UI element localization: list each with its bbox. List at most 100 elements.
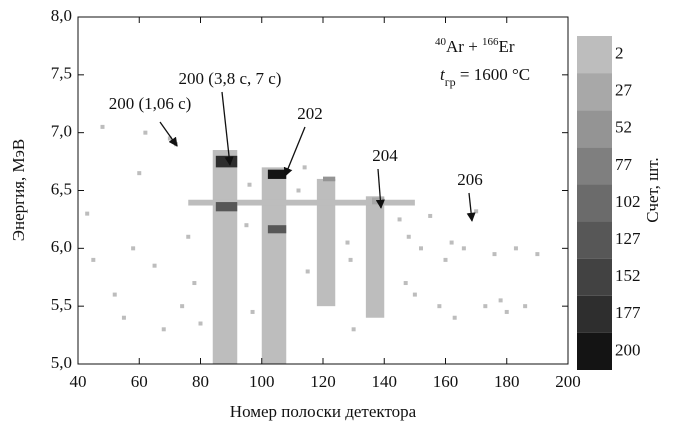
colorbar-tick-label: 27 <box>615 81 633 100</box>
temp-symbol: t <box>440 65 446 84</box>
noise-dot <box>419 246 423 251</box>
noise-dot <box>85 211 90 216</box>
noise-dot <box>498 298 503 303</box>
noise-dot <box>244 223 249 228</box>
noise-dot <box>112 292 117 297</box>
noise-dot <box>403 281 408 286</box>
heat-cell <box>215 155 238 168</box>
colorbar-band <box>577 110 612 148</box>
noise-dot <box>428 213 433 218</box>
colorbar-band <box>577 332 612 370</box>
x-tick-label: 60 <box>131 372 148 391</box>
heat-cell <box>316 178 336 307</box>
colorbar-band <box>577 295 612 333</box>
noise-dot <box>351 327 356 332</box>
noise-dot <box>131 246 136 251</box>
colorbar-band <box>577 258 612 296</box>
heat-cell <box>267 225 287 234</box>
noise-dot <box>348 257 353 262</box>
colorbar-band <box>577 221 612 259</box>
heat-cell <box>323 176 336 182</box>
colorbar-band <box>577 147 612 185</box>
noise-dot <box>523 304 528 309</box>
y-tick-label: 6,5 <box>51 179 72 198</box>
colorbar-band <box>577 36 612 74</box>
heat-cell <box>188 199 415 206</box>
heatmap <box>85 124 540 364</box>
heat-cell <box>212 150 238 364</box>
colorbar-band <box>577 73 612 111</box>
x-tick-label: 120 <box>310 372 336 391</box>
noise-dot <box>443 257 448 262</box>
temperature: tгр = 1600 °C <box>440 65 530 89</box>
element: Ar + <box>446 37 482 56</box>
noise-dot <box>437 304 442 309</box>
x-tick-label: 160 <box>433 372 459 391</box>
x-tick-label: 200 <box>555 372 581 391</box>
heat-cell <box>215 202 238 212</box>
noise-dot <box>452 315 457 320</box>
noise-dot <box>296 188 301 193</box>
mass-number: 166 <box>482 36 499 48</box>
noise-dot <box>406 234 411 239</box>
noise-dot <box>305 269 310 274</box>
colorbar: 2 27 52 77 102 127 152 177 200 <box>577 36 641 370</box>
noise-dot <box>474 209 479 214</box>
noise-dot <box>250 309 255 314</box>
noise-dot <box>461 246 466 251</box>
noise-dot <box>152 263 157 268</box>
noise-dot <box>186 234 191 239</box>
colorbar-tick-label: 77 <box>615 155 633 174</box>
colorbar-tick-label: 52 <box>615 118 632 137</box>
annotation: 200 (3,8 с, 7 с) <box>179 69 282 88</box>
noise-dot <box>192 281 197 286</box>
noise-dot <box>121 315 126 320</box>
annotation-arrow <box>466 192 476 222</box>
annotation: 200 (1,06 с) <box>109 94 192 113</box>
colorbar-tick-label: 200 <box>615 340 641 359</box>
x-tick-label: 80 <box>192 372 209 391</box>
x-axis-label: Номер полоски детектора <box>230 402 417 421</box>
temp-value: = 1600 °C <box>456 65 530 84</box>
noise-dot <box>137 171 142 176</box>
noise-dot <box>161 327 166 332</box>
annotation: 202 <box>297 104 323 123</box>
y-tick-label: 6,0 <box>51 237 72 256</box>
colorbar-band <box>577 184 612 222</box>
annotation-arrow <box>159 121 178 147</box>
annotation: 204 <box>372 146 398 165</box>
noise-dot <box>247 182 252 187</box>
noise-dot <box>91 257 96 262</box>
noise-dot <box>180 304 185 309</box>
heat-cell <box>267 169 287 179</box>
temp-subscript: гр <box>445 75 456 89</box>
x-tick-label: 180 <box>494 372 520 391</box>
noise-dot <box>492 252 497 257</box>
colorbar-tick-label: 2 <box>615 43 624 62</box>
noise-dot <box>100 124 105 129</box>
colorbar-tick-label: 127 <box>615 229 641 248</box>
colorbar-tick-label: 177 <box>615 303 641 322</box>
heat-cell <box>372 197 385 205</box>
y-tick-label: 8,0 <box>51 6 72 25</box>
annotation-arrow <box>221 91 234 166</box>
x-tick-label: 140 <box>372 372 398 391</box>
noise-dot <box>302 165 307 170</box>
element: Er <box>499 37 515 56</box>
noise-dot <box>412 292 417 297</box>
noise-dot <box>345 240 350 245</box>
colorbar-tick-label: 152 <box>615 266 641 285</box>
noise-dot <box>513 246 518 251</box>
colorbar-tick-label: 102 <box>615 192 641 211</box>
colorbar-label: Счет, шт. <box>643 157 662 222</box>
noise-dot <box>504 309 509 314</box>
annotation-arrow <box>375 168 385 209</box>
y-tick-label: 5,0 <box>51 353 72 372</box>
noise-dot <box>397 217 402 222</box>
noise-dot <box>449 240 454 245</box>
noise-dot <box>198 321 203 326</box>
heat-cell <box>261 167 287 364</box>
mass-number: 40 <box>435 36 447 48</box>
annotation: 206 <box>457 170 483 189</box>
